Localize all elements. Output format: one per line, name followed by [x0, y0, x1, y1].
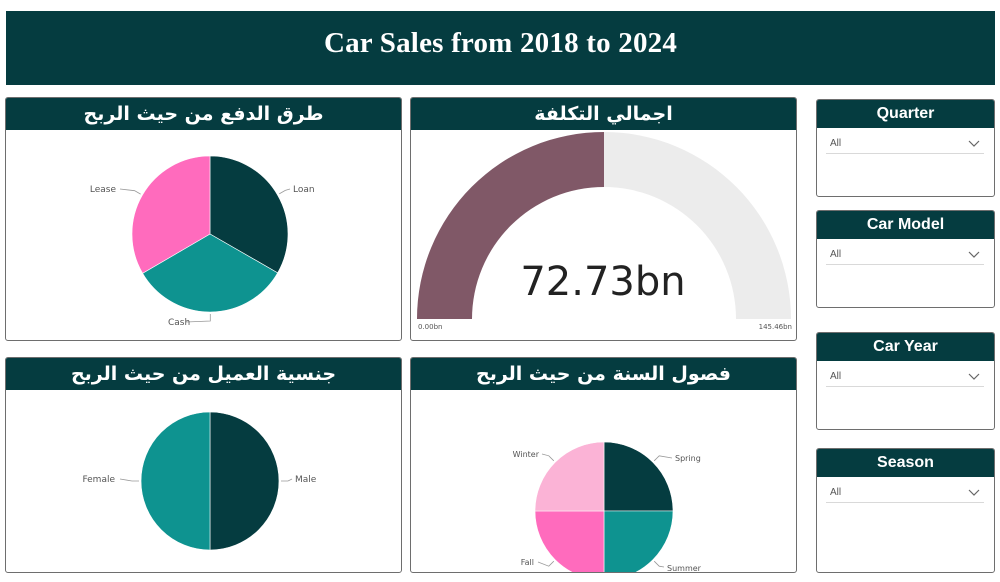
chevron-down-icon — [968, 373, 980, 380]
page-title: Car Sales from 2018 to 2024 — [323, 27, 678, 59]
pie-slices — [140, 411, 280, 551]
pie-slice-female[interactable] — [140, 411, 211, 551]
total-cost-card: اجمالي التكلفة 72.73bn 0.00bn 145.46bn — [410, 97, 797, 341]
gauge-max-label: 145.46bn — [759, 323, 792, 331]
pie-slice-cash[interactable] — [142, 233, 279, 313]
car-year-dropdown[interactable]: All — [826, 367, 984, 387]
pie-slices — [131, 155, 289, 313]
leader-line-female — [119, 478, 139, 482]
gauge-value-label: 72.73bn — [520, 259, 685, 305]
car-model-dropdown[interactable]: All — [826, 245, 984, 265]
leader-line-fall — [537, 560, 555, 567]
car-year-dropdown-value: All — [830, 371, 842, 382]
leader-line-loan — [279, 188, 291, 195]
pie-slice-lease[interactable] — [131, 155, 211, 274]
gauge-min-label: 0.00bn — [418, 323, 442, 331]
report-banner: Car Sales from 2018 to 2024 — [6, 11, 995, 85]
quarter-dropdown-value: All — [830, 138, 842, 149]
pie-slices — [534, 441, 674, 573]
slicer-season-title: Season — [817, 449, 994, 477]
leader-line-cash — [185, 314, 211, 323]
slice-label-cash: Cash — [168, 318, 190, 328]
slicer-car-year: Car Year All — [816, 332, 995, 430]
leader-line-winter — [541, 453, 555, 462]
leader-line-male — [281, 478, 293, 482]
slice-label-lease: Lease — [90, 185, 117, 195]
customer-nationality-pie-chart: Male Female — [82, 411, 317, 551]
slicer-car-year-title: Car Year — [817, 333, 994, 361]
payment-methods-card: طرق الدفع من حيث الربح Loan Cash Lease — [5, 97, 402, 341]
slice-label-male: Male — [295, 475, 317, 485]
slice-label-fall: Fall — [521, 558, 534, 567]
season-dropdown-value: All — [830, 487, 842, 498]
slice-label-summer: Summer — [667, 564, 702, 573]
slice-label-spring: Spring — [675, 454, 701, 463]
payment-methods-pie-chart: Loan Cash Lease — [90, 155, 315, 328]
pie-slice-loan[interactable] — [209, 155, 289, 274]
pie-slice-male[interactable] — [209, 411, 280, 551]
slicer-season: Season All — [816, 448, 995, 573]
pie-slice-spring[interactable] — [603, 441, 674, 512]
chevron-down-icon — [968, 140, 980, 147]
seasons-pie-chart: Spring Summer Fall Winter — [513, 441, 702, 573]
pie-slice-fall[interactable] — [534, 510, 605, 573]
slicer-quarter-title: Quarter — [817, 100, 994, 128]
gauge-fill — [417, 132, 604, 319]
slicer-car-model-title: Car Model — [817, 211, 994, 239]
quarter-dropdown[interactable]: All — [826, 134, 984, 154]
season-dropdown[interactable]: All — [826, 483, 984, 503]
customer-nationality-title: جنسية العميل من حيث الربح — [6, 358, 401, 390]
chevron-down-icon — [968, 489, 980, 496]
slice-label-female: Female — [82, 475, 115, 485]
slicer-car-model: Car Model All — [816, 210, 995, 308]
pie-slice-winter[interactable] — [534, 441, 605, 512]
chevron-down-icon — [968, 251, 980, 258]
pie-slice-summer[interactable] — [603, 510, 674, 573]
payment-methods-title: طرق الدفع من حيث الربح — [6, 98, 401, 130]
leader-line-summer — [653, 560, 665, 568]
customer-nationality-card: جنسية العميل من حيث الربح Male Female — [5, 357, 402, 573]
seasons-card: فصول السنة من حيث الربح Spring Summer Fa… — [410, 357, 797, 573]
slice-label-winter: Winter — [513, 450, 540, 459]
seasons-title: فصول السنة من حيث الربح — [411, 358, 796, 390]
total-cost-title: اجمالي التكلفة — [411, 98, 796, 130]
total-cost-gauge: 72.73bn 0.00bn 145.46bn — [417, 132, 792, 331]
slicer-quarter: Quarter All — [816, 99, 995, 197]
leader-line-spring — [653, 455, 673, 462]
car-model-dropdown-value: All — [830, 249, 842, 260]
leader-line-lease — [119, 188, 141, 195]
slice-label-loan: Loan — [293, 185, 315, 195]
